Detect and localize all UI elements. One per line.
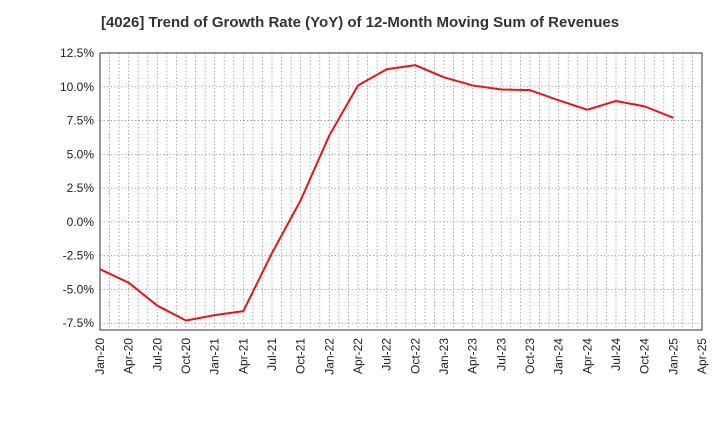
x-tick-label: Jul-22 xyxy=(380,338,394,371)
y-tick-label: 0.0% xyxy=(67,215,95,229)
y-tick-label: -2.5% xyxy=(63,249,95,263)
plot-area-border xyxy=(99,52,703,331)
x-tick-label: Apr-23 xyxy=(466,338,480,374)
x-tick-label: Jan-23 xyxy=(437,338,451,375)
x-tick-label: Jul-23 xyxy=(494,338,508,371)
x-axis-ticks: Jan-20 Apr-20 Jul-20 Oct-20 Jan-21 Apr-21 Jul-… xyxy=(93,338,709,375)
y-axis-ticks: -7.5% -5.0% -2.5% 0.0% 2.5% 5.0% 7.5% 10.0% 12.5… xyxy=(60,46,94,330)
x-tick-label: Oct-24 xyxy=(638,338,652,374)
x-tick-label: Apr-24 xyxy=(580,338,594,374)
y-tick-label: 7.5% xyxy=(67,114,95,128)
x-tick-label: Apr-20 xyxy=(122,338,136,374)
x-tick-label: Jul-21 xyxy=(265,338,279,371)
grid xyxy=(100,52,702,330)
x-tick-label: Apr-21 xyxy=(236,338,250,374)
x-tick-label: Oct-23 xyxy=(523,338,537,374)
x-tick-label: Jan-22 xyxy=(322,338,336,375)
x-tick-label: Jan-20 xyxy=(93,338,107,375)
x-tick-label: Apr-25 xyxy=(695,338,709,374)
x-tick-label: Oct-20 xyxy=(179,338,193,374)
x-tick-label: Jan-25 xyxy=(666,338,680,375)
y-tick-label: 5.0% xyxy=(67,147,95,161)
series-line xyxy=(99,64,674,322)
chart-title: [4026] Trend of Growth Rate (YoY) of 12-… xyxy=(100,14,620,31)
y-tick-label: 2.5% xyxy=(67,181,95,195)
y-tick-label: -7.5% xyxy=(63,316,95,330)
series xyxy=(99,64,674,322)
x-tick-label: Jul-20 xyxy=(150,338,164,371)
y-tick-label: -5.0% xyxy=(63,282,95,296)
x-tick-label: Jan-21 xyxy=(208,338,222,375)
x-tick-label: Oct-22 xyxy=(408,338,422,374)
x-tick-label: Apr-22 xyxy=(351,338,365,374)
x-tick-label: Oct-21 xyxy=(294,338,308,374)
x-tick-label: Jan-24 xyxy=(552,338,566,375)
x-tick-label: Jul-24 xyxy=(609,338,623,371)
y-tick-label: 12.5% xyxy=(60,46,94,60)
y-tick-label: 10.0% xyxy=(60,80,94,94)
